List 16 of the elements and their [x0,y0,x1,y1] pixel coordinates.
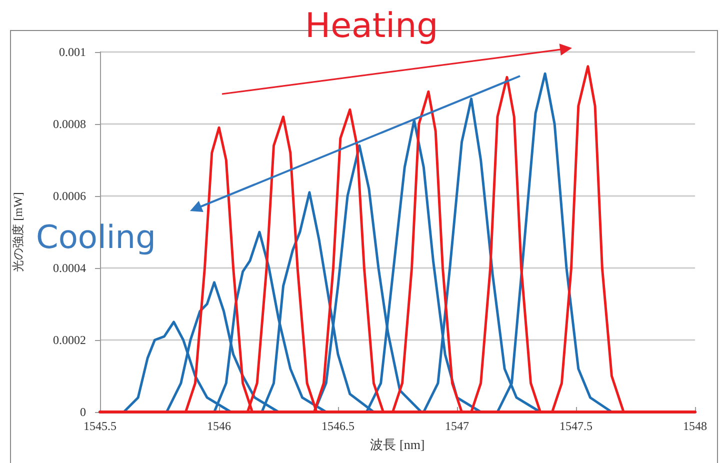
x-tick-label: 1546 [207,419,231,433]
y-tick-label: 0.0004 [53,261,86,275]
y-tick-label: 0.0008 [53,117,86,131]
x-tick-label: 1545.5 [84,419,116,433]
annotation: Cooling [36,218,156,256]
y-axis-title: 光の強度 [mW] [11,192,25,272]
x-tick-label: 1547.5 [560,419,592,433]
y-tick-label: 0 [80,405,86,419]
x-tick-label: 1547 [445,419,469,433]
y-tick-label: 0.0002 [53,333,86,347]
y-tick-label: 0.001 [59,45,86,59]
x-tick-label: 1548 [683,419,707,433]
text: Heating [305,6,438,46]
y-tick-label: 0.0006 [53,189,86,203]
x-axis-title: 波長 [nm] [370,437,425,452]
x-tick-label: 1546.5 [322,419,354,433]
